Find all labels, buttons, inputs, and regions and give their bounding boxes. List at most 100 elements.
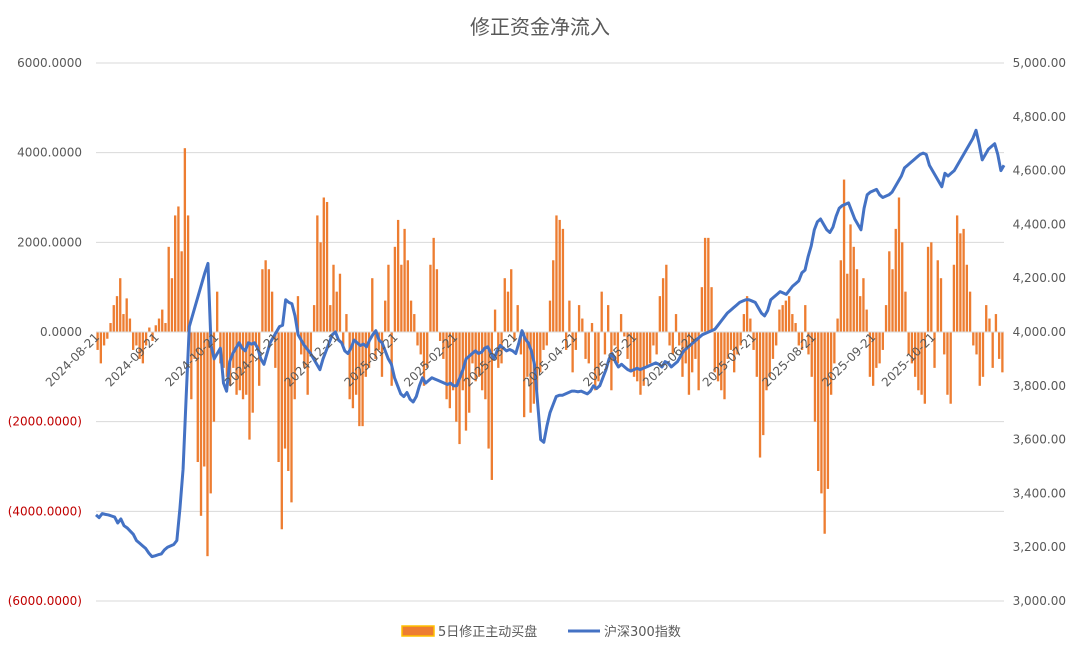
- bar: [846, 273, 849, 332]
- bar: [455, 332, 458, 422]
- left-tick-label: 6000.0000: [17, 56, 82, 70]
- bar: [138, 332, 141, 359]
- legend-label-line: 沪深300指数: [604, 624, 681, 640]
- bar: [374, 332, 377, 359]
- bar: [765, 332, 768, 391]
- bar: [400, 264, 403, 332]
- bar: [775, 332, 778, 346]
- bar: [548, 300, 552, 332]
- bar: [413, 314, 416, 332]
- left-tick-label: 2000.0000: [17, 235, 82, 249]
- bar: [451, 332, 455, 391]
- bar: [839, 260, 842, 332]
- x-tick-label: 2025-08-21: [759, 330, 818, 389]
- bar: [309, 332, 313, 355]
- bar: [167, 246, 170, 332]
- bar: [755, 332, 758, 377]
- bar: [358, 332, 361, 427]
- right-tick-label: 4,000.00: [1013, 325, 1066, 339]
- bar: [991, 332, 994, 368]
- bar: [438, 332, 442, 341]
- bar: [300, 332, 303, 355]
- bar: [952, 264, 956, 332]
- bar: [668, 332, 671, 346]
- bar: [904, 291, 907, 332]
- bar: [749, 318, 752, 332]
- bar: [128, 318, 132, 332]
- bar: [584, 332, 587, 359]
- bar: [396, 219, 400, 332]
- bar: [332, 264, 335, 332]
- x-tick-label: 2024-08-21: [43, 330, 102, 389]
- bar: [674, 314, 678, 332]
- bar: [571, 332, 574, 373]
- left-tick-label: 0.0000: [40, 325, 82, 339]
- bar: [164, 323, 167, 332]
- bar: [193, 332, 196, 359]
- bar: [949, 332, 952, 404]
- bar: [665, 264, 668, 332]
- bar: [587, 332, 590, 364]
- bar: [913, 332, 917, 377]
- bar: [325, 201, 329, 332]
- bar: [933, 332, 936, 368]
- bar: [209, 332, 212, 494]
- legend-swatch-bar: [401, 625, 435, 637]
- bar: [151, 332, 154, 341]
- bar: [619, 314, 623, 332]
- bar: [196, 332, 199, 463]
- bar: [836, 318, 839, 332]
- bar: [403, 228, 406, 332]
- bar: [739, 332, 742, 346]
- bar: [577, 305, 581, 332]
- bar: [464, 332, 468, 431]
- legend-label-bar: 5日修正主动买盘: [438, 624, 537, 640]
- bar: [968, 291, 972, 332]
- bar: [758, 332, 762, 458]
- bar: [829, 332, 833, 395]
- right-tick-label: 4,800.00: [1013, 110, 1066, 124]
- bar: [329, 305, 332, 332]
- bar: [435, 269, 439, 332]
- right-axis: 3,000.00 3,200.00 3,400.00 3,600.00 3,800.00…: [1013, 56, 1066, 608]
- bar: [419, 332, 422, 355]
- bar: [348, 332, 351, 400]
- right-tick-label: 4,200.00: [1013, 271, 1066, 285]
- bar: [342, 332, 345, 346]
- bar: [607, 305, 610, 332]
- bar: [859, 296, 862, 332]
- bar: [568, 300, 571, 332]
- right-tick-label: 3,600.00: [1013, 433, 1066, 447]
- bar: [503, 278, 506, 332]
- bar: [277, 332, 280, 463]
- bar: [794, 323, 797, 332]
- bar: [119, 278, 122, 332]
- bar: [710, 287, 713, 332]
- bar: [335, 291, 338, 332]
- bar: [700, 287, 704, 332]
- bar: [930, 242, 933, 332]
- bar: [199, 332, 203, 516]
- bar: [720, 332, 723, 391]
- bar: [716, 332, 720, 382]
- bar: [564, 332, 568, 350]
- bar: [726, 332, 729, 359]
- bar: [161, 309, 164, 332]
- bar: [539, 332, 542, 373]
- bar: [661, 278, 665, 332]
- bar: [810, 332, 813, 377]
- bar: [303, 332, 306, 368]
- bar: [742, 314, 746, 332]
- bar: [736, 332, 739, 355]
- bar: [474, 332, 477, 382]
- x-axis: 2024-08-21 2024-09-21 2024-10-21 2024-11-21…: [43, 330, 938, 389]
- bar: [316, 215, 319, 332]
- bar: [849, 224, 852, 332]
- bar: [842, 179, 846, 332]
- bar: [371, 278, 374, 332]
- bar: [594, 332, 597, 391]
- bar: [691, 332, 694, 373]
- bar: [99, 332, 103, 364]
- bar: [241, 332, 245, 400]
